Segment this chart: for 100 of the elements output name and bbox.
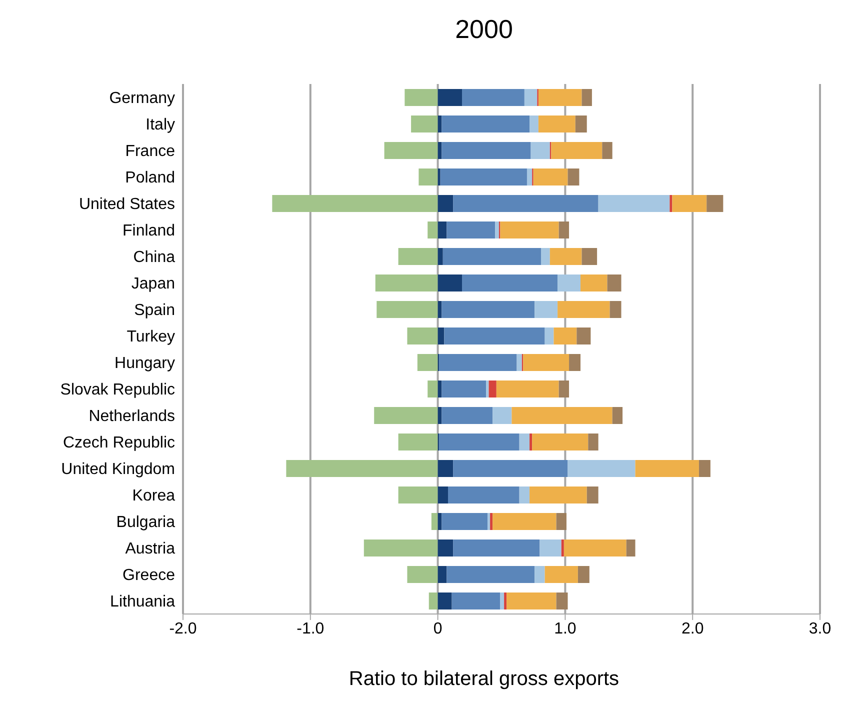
bar xyxy=(438,513,442,530)
bar xyxy=(407,328,438,344)
bar xyxy=(530,116,538,132)
bar xyxy=(561,540,564,556)
bar xyxy=(550,248,582,265)
bar xyxy=(576,328,591,344)
bar xyxy=(612,407,623,424)
bar xyxy=(532,434,588,450)
bar xyxy=(538,116,576,132)
bar xyxy=(506,592,556,610)
bar xyxy=(439,434,520,450)
bar xyxy=(530,434,532,450)
bar xyxy=(530,486,587,504)
bar xyxy=(495,222,499,238)
bar xyxy=(568,460,636,477)
y-tick-label: Spain xyxy=(134,302,175,319)
bar xyxy=(442,301,535,318)
bar xyxy=(504,592,507,610)
x-axis-title: Ratio to bilateral gross exports xyxy=(348,668,620,691)
bar xyxy=(534,566,545,583)
bar xyxy=(626,540,636,556)
bar xyxy=(500,222,559,238)
bar xyxy=(428,380,438,398)
bar xyxy=(462,274,558,292)
bar xyxy=(444,328,545,344)
y-tick-label: Turkey xyxy=(126,328,175,346)
bar xyxy=(607,274,622,292)
y-tick-label: Poland xyxy=(125,169,175,186)
y-tick-label: China xyxy=(133,248,176,266)
bar xyxy=(544,328,554,344)
bar xyxy=(602,142,612,159)
y-tick-label: Austria xyxy=(125,540,176,558)
bar xyxy=(558,301,610,318)
bar xyxy=(411,116,438,132)
x-tick-label: -1.0 xyxy=(296,620,324,638)
bar xyxy=(438,142,442,159)
bar xyxy=(610,301,622,318)
bar xyxy=(376,301,438,318)
y-tick-label: Finland xyxy=(122,222,175,240)
bar xyxy=(438,566,447,583)
bar xyxy=(554,328,577,344)
bar xyxy=(492,513,556,530)
x-tick-label: 0 xyxy=(433,620,442,638)
bar xyxy=(398,248,438,265)
bar xyxy=(578,566,590,583)
bar xyxy=(446,566,535,583)
bar xyxy=(404,89,438,106)
bar xyxy=(438,328,444,344)
bar xyxy=(448,486,520,504)
bar xyxy=(438,274,462,292)
y-tick-label: Hungary xyxy=(114,354,175,372)
bar xyxy=(438,486,448,504)
bar xyxy=(490,513,493,530)
bar xyxy=(598,195,670,212)
y-tick-label: Netherlands xyxy=(88,408,175,425)
bar xyxy=(580,274,608,292)
bar xyxy=(492,407,512,424)
y-tick-label: Slovak Republic xyxy=(60,381,175,398)
bar xyxy=(431,513,438,530)
bar xyxy=(438,222,447,238)
bar xyxy=(384,142,438,159)
bar xyxy=(272,195,438,212)
bar xyxy=(374,407,438,424)
bar xyxy=(534,301,558,318)
bar xyxy=(442,248,541,265)
bar xyxy=(442,513,488,530)
bar xyxy=(500,592,504,610)
y-tick-label: United Kingdom xyxy=(61,460,175,478)
bar xyxy=(398,434,438,450)
bar xyxy=(551,142,602,159)
bar xyxy=(568,168,580,186)
bar xyxy=(438,592,452,610)
bar xyxy=(556,513,566,530)
bar xyxy=(442,142,531,159)
bar xyxy=(575,116,587,132)
bar xyxy=(582,248,598,265)
y-tick-label: Germany xyxy=(109,90,175,107)
bar xyxy=(438,301,442,318)
bar xyxy=(286,460,438,477)
bar xyxy=(556,592,568,610)
bar xyxy=(519,434,530,450)
bar xyxy=(462,89,524,106)
bar xyxy=(486,380,489,398)
bar xyxy=(438,89,462,106)
bar xyxy=(438,116,442,132)
bar xyxy=(438,460,454,477)
y-tick-label: Czech Republic xyxy=(62,434,175,452)
bar xyxy=(452,592,500,610)
bar xyxy=(588,434,598,450)
bar xyxy=(558,274,580,292)
bar xyxy=(417,354,438,371)
bar xyxy=(438,380,442,398)
bar xyxy=(442,407,493,424)
y-tick-label: Lithuania xyxy=(110,593,176,610)
y-tick-label: United States xyxy=(78,196,175,213)
bar xyxy=(564,540,626,556)
bar xyxy=(438,407,442,424)
bar xyxy=(453,460,568,477)
bar xyxy=(428,222,438,238)
bar xyxy=(524,89,538,106)
